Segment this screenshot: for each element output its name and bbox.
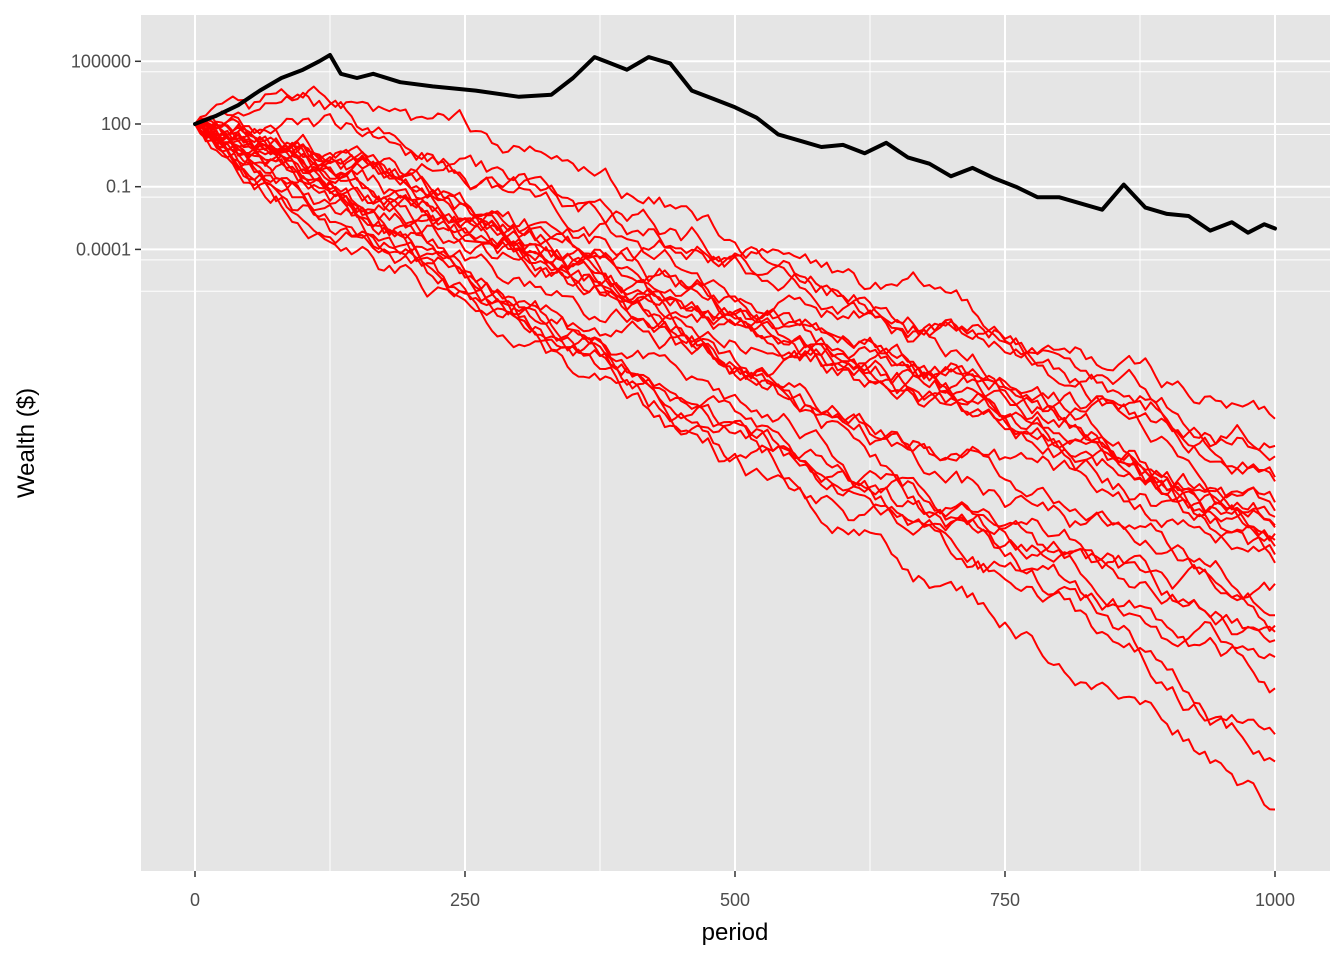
simulation-line (194, 118, 1276, 694)
simulation-line (194, 115, 1276, 633)
simulation-lines (194, 85, 1276, 811)
y-tick-label: 0.0001 (76, 239, 131, 259)
simulation-line (194, 123, 1276, 523)
y-tick-label: 0.1 (106, 177, 131, 197)
simulation-line (194, 123, 1276, 564)
x-tick-label: 750 (990, 890, 1020, 910)
simulation-line (194, 118, 1276, 735)
simulation-line (194, 123, 1276, 632)
simulation-line (194, 123, 1276, 763)
x-tick-label: 0 (190, 890, 200, 910)
x-tick-label: 250 (450, 890, 480, 910)
x-axis: 0 250 500 750 1000 (190, 871, 1295, 910)
mean-line (193, 53, 1277, 235)
simulation-line (194, 123, 1276, 529)
simulation-line (194, 123, 1276, 811)
simulation-line (194, 118, 1276, 526)
y-axis-title: Wealth ($) (13, 388, 40, 498)
simulation-line (194, 123, 1276, 544)
simulation-line (194, 91, 1276, 478)
simulation-line (194, 123, 1276, 547)
x-tick-label: 500 (720, 890, 750, 910)
y-axis: 0.0001 0.1 100 100000 (71, 51, 141, 259)
x-tick-label: 1000 (1255, 890, 1295, 910)
y-tick-label: 100000 (71, 51, 131, 71)
x-axis-title: period (702, 919, 769, 946)
mean-line-layer (193, 53, 1277, 235)
simulation-line (194, 123, 1276, 660)
y-tick-label: 100 (101, 114, 131, 134)
